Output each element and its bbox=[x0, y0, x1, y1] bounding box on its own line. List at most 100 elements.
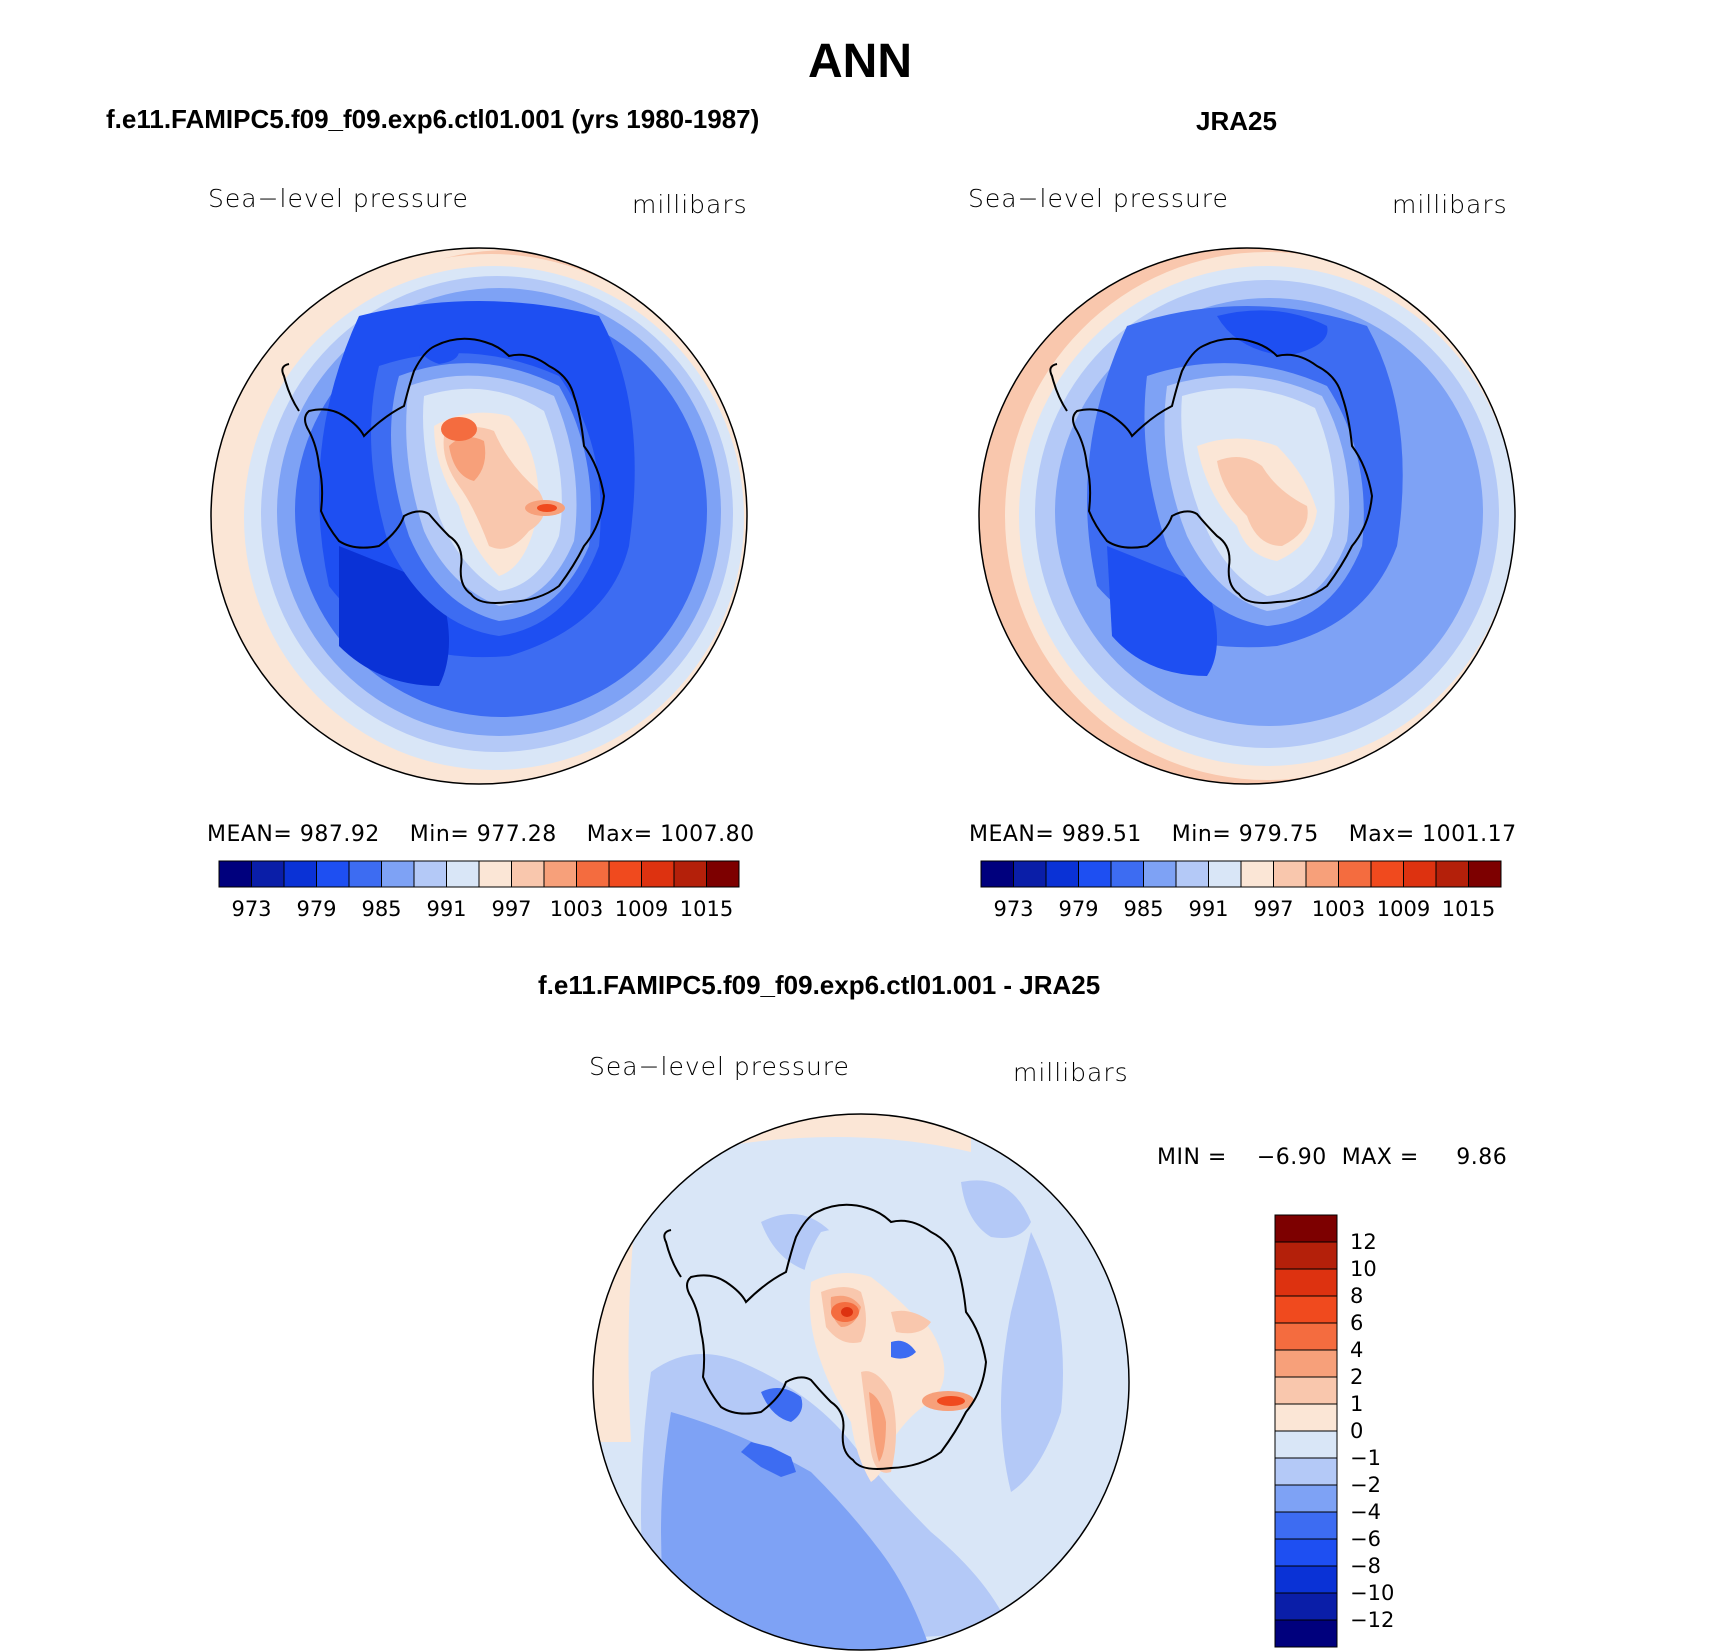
colorbar-swatch bbox=[1274, 1511, 1338, 1540]
min-label: MIN = bbox=[1157, 1145, 1227, 1170]
colorbar-tick-label: −8 bbox=[1350, 1554, 1381, 1578]
colorbar-tick-label: 6 bbox=[1350, 1311, 1364, 1335]
panel-obs-units: millibars bbox=[1392, 190, 1508, 219]
colorbar-tick-label: −4 bbox=[1350, 1500, 1381, 1524]
panel-obs-title: JRA25 bbox=[1196, 106, 1277, 136]
colorbar-tick-label: 979 bbox=[1058, 897, 1099, 921]
colorbar-tick-label: 10 bbox=[1350, 1257, 1377, 1281]
colorbar-swatch bbox=[413, 860, 447, 888]
colorbar-swatch bbox=[1110, 860, 1144, 888]
colorbar-swatch bbox=[1274, 1538, 1338, 1567]
mean-label: MEAN= bbox=[207, 822, 293, 847]
mean-value: 989.51 bbox=[1061, 822, 1142, 847]
colorbar-tick-label: 1003 bbox=[1311, 897, 1366, 921]
colorbar-swatch bbox=[1208, 860, 1242, 888]
colorbar-swatch bbox=[1274, 1295, 1338, 1324]
colorbar-swatch bbox=[1273, 860, 1307, 888]
colorbar-swatch bbox=[316, 860, 350, 888]
diff-map bbox=[592, 1113, 1130, 1651]
panel-model-stats: MEAN= 987.92 Min= 977.28 Max= 1007.80 bbox=[207, 822, 755, 847]
colorbar-swatch bbox=[446, 860, 480, 888]
colorbar-tick-label: 973 bbox=[993, 897, 1034, 921]
colorbar-swatch bbox=[1274, 1430, 1338, 1459]
colorbar-swatch bbox=[1274, 1592, 1338, 1621]
colorbar-swatch bbox=[251, 860, 285, 888]
colorbar-swatch bbox=[1274, 1457, 1338, 1486]
colorbar-tick-label: 2 bbox=[1350, 1365, 1364, 1389]
colorbar-swatch bbox=[576, 860, 610, 888]
colorbar-swatch bbox=[543, 860, 577, 888]
mean-value: 987.92 bbox=[299, 822, 380, 847]
colorbar-tick-label: −2 bbox=[1350, 1473, 1381, 1497]
colorbar-swatch bbox=[1274, 1484, 1338, 1513]
colorbar-swatch bbox=[1305, 860, 1339, 888]
colorbar-tick-label: 1009 bbox=[614, 897, 669, 921]
colorbar-swatch bbox=[1274, 1619, 1338, 1648]
max-value: 1001.17 bbox=[1422, 822, 1517, 847]
min-label: Min= bbox=[1171, 822, 1232, 847]
panel-obs-colorbar bbox=[980, 860, 1502, 888]
diff-colorbar-ticks: 12 10 8 6 4 2 1 0 −1 −2 −4 −6 −8 −10 −12 bbox=[1350, 1215, 1430, 1647]
max-value: 9.86 bbox=[1456, 1145, 1508, 1170]
panel-obs-stats: MEAN= 989.51 Min= 979.75 Max= 1001.17 bbox=[969, 822, 1517, 847]
colorbar-swatch bbox=[1143, 860, 1177, 888]
colorbar-swatch bbox=[641, 860, 675, 888]
colorbar-swatch bbox=[1403, 860, 1437, 888]
min-value: −6.90 bbox=[1256, 1145, 1327, 1170]
colorbar-tick-label: 973 bbox=[231, 897, 272, 921]
colorbar-swatch bbox=[980, 860, 1014, 888]
max-label: MAX = bbox=[1341, 1145, 1419, 1170]
panel-model-colorbar-ticks: 973 979 985 991 997 1003 1009 1015 bbox=[219, 897, 739, 927]
colorbar-tick-label: 1009 bbox=[1376, 897, 1431, 921]
max-label: Max= bbox=[1348, 822, 1415, 847]
colorbar-swatch bbox=[218, 860, 252, 888]
panel-model-variable: Sea−level pressure bbox=[208, 184, 469, 213]
colorbar-swatch bbox=[1078, 860, 1112, 888]
colorbar-swatch bbox=[1274, 1322, 1338, 1351]
colorbar-swatch bbox=[511, 860, 545, 888]
panel-obs-variable: Sea−level pressure bbox=[968, 184, 1229, 213]
colorbar-tick-label: 12 bbox=[1350, 1230, 1377, 1254]
diff-variable: Sea−level pressure bbox=[589, 1052, 850, 1081]
colorbar-swatch bbox=[1274, 1376, 1338, 1405]
colorbar-swatch bbox=[1274, 1241, 1338, 1270]
max-label: Max= bbox=[586, 822, 653, 847]
colorbar-tick-label: 979 bbox=[296, 897, 337, 921]
colorbar-swatch bbox=[478, 860, 512, 888]
panel-model-colorbar bbox=[218, 860, 740, 888]
colorbar-tick-label: −1 bbox=[1350, 1446, 1381, 1470]
colorbar-tick-label: 991 bbox=[1188, 897, 1229, 921]
min-label: Min= bbox=[409, 822, 470, 847]
colorbar-swatch bbox=[608, 860, 642, 888]
panel-model-title: f.e11.FAMIPC5.f09_f09.exp6.ctl01.001 (yr… bbox=[106, 104, 760, 134]
colorbar-swatch bbox=[1274, 1349, 1338, 1378]
colorbar-tick-label: 8 bbox=[1350, 1284, 1364, 1308]
colorbar-swatch bbox=[1013, 860, 1047, 888]
diff-units: millibars bbox=[1013, 1058, 1129, 1087]
colorbar-swatch bbox=[1435, 860, 1469, 888]
colorbar-swatch bbox=[673, 860, 707, 888]
panel-obs-map bbox=[978, 247, 1516, 785]
min-value: 977.28 bbox=[476, 822, 557, 847]
colorbar-swatch bbox=[1338, 860, 1372, 888]
colorbar-tick-label: −6 bbox=[1350, 1527, 1381, 1551]
panel-model-map bbox=[210, 247, 748, 785]
season-title: ANN bbox=[808, 35, 912, 88]
colorbar-tick-label: 991 bbox=[426, 897, 467, 921]
min-value: 979.75 bbox=[1238, 822, 1319, 847]
colorbar-swatch bbox=[1274, 1565, 1338, 1594]
colorbar-swatch bbox=[1274, 1403, 1338, 1432]
colorbar-tick-label: 985 bbox=[361, 897, 402, 921]
colorbar-tick-label: 0 bbox=[1350, 1419, 1364, 1443]
colorbar-swatch bbox=[1274, 1268, 1338, 1297]
colorbar-swatch bbox=[348, 860, 382, 888]
colorbar-tick-label: −10 bbox=[1350, 1581, 1395, 1605]
colorbar-swatch bbox=[1370, 860, 1404, 888]
colorbar-swatch bbox=[1175, 860, 1209, 888]
max-value: 1007.80 bbox=[660, 822, 755, 847]
panel-model-units: millibars bbox=[632, 190, 748, 219]
colorbar-tick-label: 997 bbox=[1253, 897, 1294, 921]
panel-obs-colorbar-ticks: 973 979 985 991 997 1003 1009 1015 bbox=[981, 897, 1501, 927]
colorbar-swatch bbox=[706, 860, 740, 888]
colorbar-tick-label: 4 bbox=[1350, 1338, 1364, 1362]
